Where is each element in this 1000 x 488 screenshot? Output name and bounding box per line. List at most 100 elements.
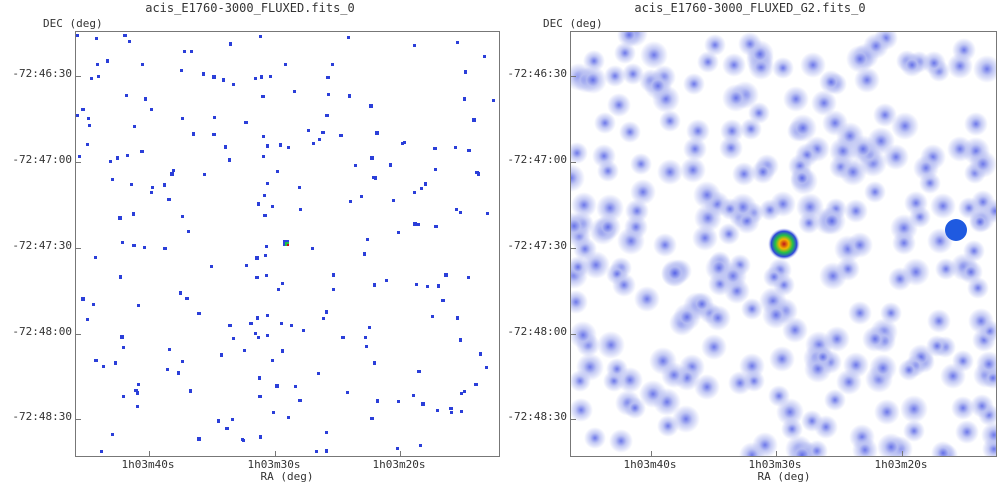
- photon-event: [225, 427, 229, 430]
- photon-event: [365, 345, 368, 348]
- photon-event: [76, 34, 79, 37]
- smoothed-blob: [968, 308, 994, 334]
- photon-event: [312, 142, 315, 145]
- photon-event: [385, 279, 388, 282]
- smoothed-blob: [751, 160, 775, 184]
- photon-event: [114, 361, 117, 365]
- photon-event: [437, 284, 440, 288]
- photon-event: [97, 75, 100, 78]
- photon-event: [197, 312, 201, 315]
- smoothed-blob: [969, 150, 996, 178]
- smoothed-blob: [843, 352, 869, 378]
- smoothed-blob: [639, 380, 667, 408]
- x-tick-label: 1h03m30s: [247, 458, 301, 471]
- photon-event: [137, 304, 140, 307]
- photon-event: [163, 247, 167, 250]
- photon-event: [224, 145, 227, 149]
- photon-event: [119, 275, 122, 279]
- y-tick-mark: [76, 76, 81, 77]
- smoothed-blob: [693, 181, 721, 209]
- photon-event: [166, 368, 169, 371]
- photon-event: [475, 171, 479, 174]
- x-tick-mark: [400, 451, 401, 456]
- smoothed-blob: [951, 396, 975, 420]
- photon-event: [369, 104, 373, 108]
- y-tick-label: -72:46:30: [12, 67, 72, 80]
- photon-event: [349, 200, 352, 203]
- smoothed-blob: [719, 262, 747, 290]
- photon-event: [456, 316, 459, 320]
- smoothed-blob: [594, 112, 616, 134]
- smoothed-blob: [579, 66, 607, 94]
- y-axis-label: DEC (deg): [43, 17, 103, 30]
- y-tick-mark: [571, 162, 576, 163]
- y-tick-label: -72:47:30: [12, 239, 72, 252]
- photon-event: [463, 97, 466, 101]
- smoothed-blob: [644, 72, 672, 100]
- smoothed-blob: [659, 110, 681, 132]
- photon-event: [272, 411, 275, 414]
- photon-event: [332, 288, 335, 291]
- y-tick-label: -72:48:30: [507, 410, 567, 423]
- smoothed-blob: [683, 137, 707, 161]
- photon-event: [321, 131, 325, 134]
- photon-event: [460, 410, 463, 413]
- smoothed-blob: [931, 441, 955, 456]
- photon-event: [311, 247, 314, 250]
- photon-event: [287, 416, 290, 419]
- smoothed-blob: [739, 442, 765, 456]
- photon-event: [298, 186, 301, 189]
- photon-event: [426, 285, 429, 288]
- image-canvas[interactable]: [75, 31, 500, 457]
- smoothed-blob: [694, 374, 720, 400]
- photon-event: [94, 359, 98, 362]
- image-canvas[interactable]: [570, 31, 997, 457]
- photon-event: [346, 391, 349, 394]
- smoothed-blob: [604, 65, 626, 87]
- x-tick-label: 1h03m40s: [623, 458, 677, 471]
- photon-event: [88, 124, 91, 127]
- smoothed-blob: [759, 199, 781, 221]
- photon-event: [123, 34, 127, 37]
- smoothed-blob: [640, 41, 668, 69]
- photon-event: [111, 433, 114, 436]
- photon-event: [150, 108, 153, 111]
- y-tick-mark: [76, 419, 81, 420]
- photon-event: [255, 276, 259, 279]
- photon-event: [90, 77, 93, 80]
- photon-event: [307, 129, 310, 132]
- smoothed-blob: [584, 427, 606, 449]
- y-tick-label: -72:48:30: [12, 410, 72, 423]
- smoothed-blob: [728, 371, 752, 395]
- photon-event: [244, 121, 248, 124]
- smoothed-blob: [653, 233, 677, 257]
- smoothed-blob: [898, 359, 920, 381]
- photon-event: [366, 238, 369, 241]
- smoothed-blob: [877, 433, 905, 456]
- smoothed-blob: [862, 326, 888, 352]
- photon-event: [256, 316, 259, 320]
- smoothed-blob: [863, 33, 889, 59]
- smoothed-blob: [892, 231, 916, 255]
- smoothed-blob: [970, 394, 994, 418]
- smoothed-blob: [903, 420, 925, 442]
- smoothed-blob: [763, 266, 785, 288]
- photon-event: [179, 291, 182, 295]
- photon-event: [420, 187, 423, 190]
- photon-event: [492, 99, 495, 102]
- smoothed-blob: [571, 142, 588, 164]
- photon-event: [141, 63, 144, 66]
- photon-event: [109, 160, 112, 163]
- photon-event: [415, 283, 418, 286]
- smoothed-blob: [624, 397, 646, 419]
- photon-event: [302, 329, 305, 332]
- photon-event: [210, 265, 213, 268]
- y-tick-mark: [76, 334, 81, 335]
- smoothed-blob: [973, 55, 996, 83]
- photon-event: [130, 183, 133, 186]
- photon-event: [187, 230, 190, 233]
- x-tick-mark: [776, 451, 777, 456]
- photon-event: [271, 359, 274, 362]
- photon-event: [258, 376, 261, 380]
- photon-event: [325, 310, 328, 314]
